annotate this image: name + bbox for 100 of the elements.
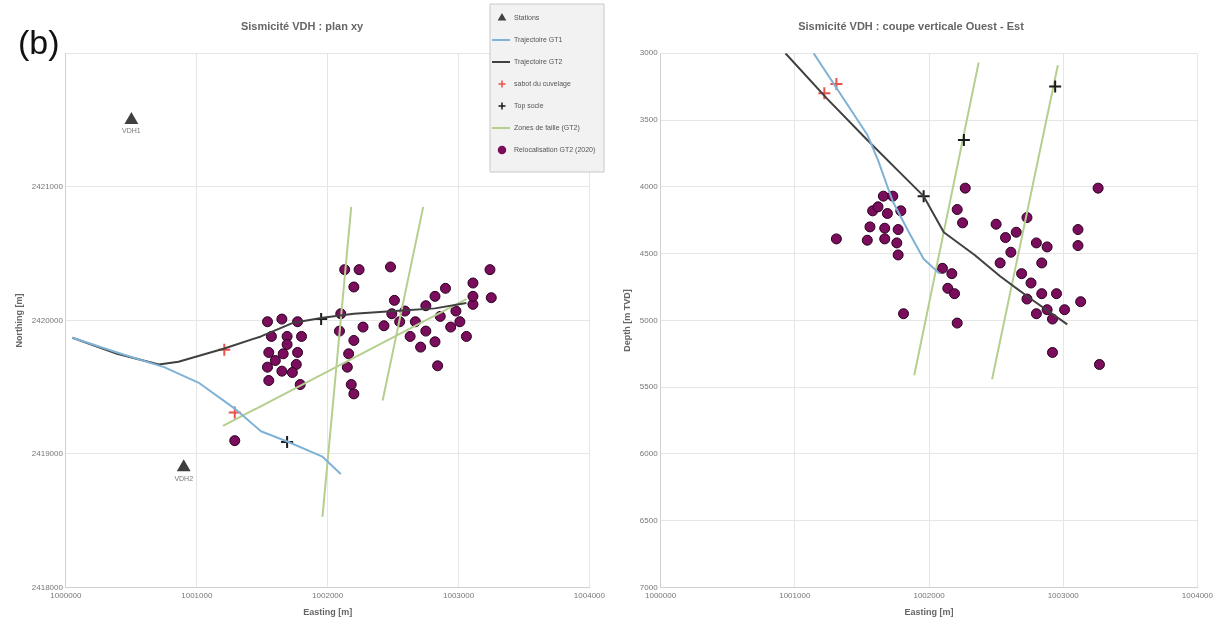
point <box>177 460 190 472</box>
point <box>864 221 876 233</box>
point <box>946 268 958 280</box>
point <box>898 308 910 320</box>
point <box>484 264 496 276</box>
point <box>951 317 963 329</box>
y-tick-label: 5000 <box>639 315 659 325</box>
y-tick-label: 7000 <box>639 582 659 592</box>
point <box>829 76 844 91</box>
y-tick-label: 2421000 <box>31 182 64 191</box>
point <box>1059 304 1071 316</box>
point <box>276 313 288 325</box>
y-tick-label: 2420000 <box>31 315 64 325</box>
point <box>227 405 242 420</box>
x-tick-label: 1002000 <box>312 590 344 600</box>
point <box>1051 288 1063 300</box>
point <box>439 282 451 294</box>
point <box>429 336 441 348</box>
point <box>263 375 275 387</box>
chart-title: Sismicité VDH : plan xy <box>240 19 365 32</box>
point <box>125 113 138 124</box>
point <box>949 288 961 300</box>
point <box>1072 240 1084 252</box>
point <box>348 334 360 346</box>
point <box>280 434 295 449</box>
point <box>861 234 873 246</box>
point <box>420 325 432 337</box>
point <box>881 208 893 220</box>
point <box>263 346 275 358</box>
point <box>1010 226 1022 238</box>
point <box>1030 308 1042 320</box>
point <box>467 290 479 302</box>
point <box>261 361 273 373</box>
point <box>891 237 903 249</box>
text: (b) <box>18 23 60 62</box>
point <box>292 346 304 358</box>
point <box>286 367 298 378</box>
point <box>1025 277 1037 289</box>
y-tick-label: 3500 <box>639 115 659 125</box>
x-tick-label: 1000000 <box>645 590 677 600</box>
y-tick-label: 6000 <box>639 449 659 459</box>
point <box>353 264 365 276</box>
y-tick-label: 6500 <box>639 516 659 525</box>
point <box>892 224 904 236</box>
point <box>269 354 281 366</box>
point <box>1030 237 1042 249</box>
point <box>348 388 360 400</box>
x-tick-label: 1001000 <box>181 590 213 600</box>
x-axis-title: Easting [m] <box>303 607 353 618</box>
y-tick-label: 4500 <box>639 248 659 258</box>
y-tick-label: 5500 <box>639 382 659 392</box>
point <box>872 201 884 213</box>
point <box>432 360 444 372</box>
point <box>388 294 400 306</box>
point <box>1016 268 1028 280</box>
point <box>1036 288 1048 300</box>
point <box>341 361 353 373</box>
point <box>1005 246 1017 258</box>
point <box>936 262 948 274</box>
point <box>415 341 427 353</box>
point <box>830 233 842 245</box>
point <box>296 330 308 342</box>
x-tick-label: 1003000 <box>442 590 475 600</box>
point <box>877 190 889 202</box>
x-tick-label: 1001000 <box>779 590 811 600</box>
point <box>404 330 416 342</box>
point <box>1000 232 1012 244</box>
point <box>957 217 969 229</box>
point <box>1036 257 1048 269</box>
point <box>1093 358 1105 370</box>
point <box>343 348 355 360</box>
y-axis-title: Northing [m] <box>13 293 24 348</box>
point <box>1072 224 1084 236</box>
point <box>454 316 466 328</box>
point <box>467 277 479 289</box>
point <box>1048 79 1063 94</box>
y-tick-label: 2419000 <box>31 449 64 459</box>
point <box>956 133 971 148</box>
point <box>357 321 369 333</box>
x-tick-label: 1000000 <box>50 590 83 600</box>
point <box>1092 182 1104 194</box>
point <box>276 365 288 377</box>
point <box>385 261 396 273</box>
point <box>1046 346 1058 358</box>
point <box>348 281 360 293</box>
point <box>445 321 457 333</box>
x-tick-label: 1004000 <box>573 590 606 600</box>
point <box>261 316 273 328</box>
point <box>429 290 441 302</box>
chart-title: Sismicité VDH : coupe verticale Ouest - Est <box>798 19 1025 32</box>
point <box>916 189 931 204</box>
point <box>345 379 357 391</box>
point <box>290 358 302 370</box>
y-tick-label: 4000 <box>639 182 659 191</box>
y-tick-label: 2418000 <box>31 582 64 592</box>
point <box>817 86 832 101</box>
x-tick-label: 1004000 <box>1181 590 1214 600</box>
point <box>1075 296 1087 308</box>
point <box>959 182 971 194</box>
x-tick-label: 1003000 <box>1047 590 1080 600</box>
